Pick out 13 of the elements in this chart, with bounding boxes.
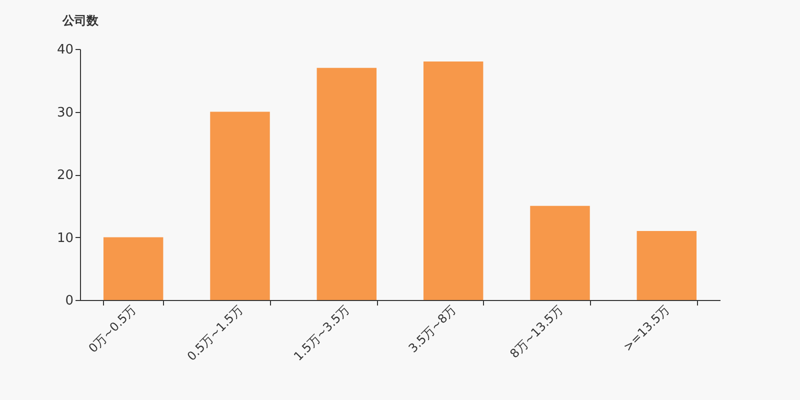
y-tick-label: 10 — [56, 230, 74, 246]
y-tick-label: 0 — [65, 294, 74, 308]
y-tick-label: 20 — [56, 168, 74, 183]
bar — [423, 62, 484, 300]
y-axis-title: 公司数 — [62, 14, 100, 28]
bar — [103, 237, 164, 300]
y-tick-label: 40 — [56, 42, 74, 58]
bar — [636, 230, 697, 300]
bar — [530, 206, 590, 300]
y-tick-label: 30 — [56, 105, 74, 120]
x-tick-label: 3.5万~8万 — [406, 302, 459, 356]
bar — [316, 68, 377, 300]
bar — [210, 112, 270, 300]
